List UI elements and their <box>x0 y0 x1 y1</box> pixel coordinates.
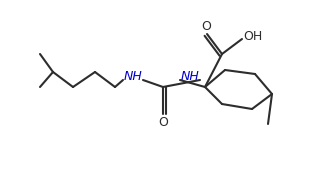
Text: NH: NH <box>181 70 199 84</box>
Text: O: O <box>158 116 168 128</box>
Text: O: O <box>201 20 211 32</box>
Text: OH: OH <box>243 31 263 44</box>
Text: NH: NH <box>124 70 143 84</box>
